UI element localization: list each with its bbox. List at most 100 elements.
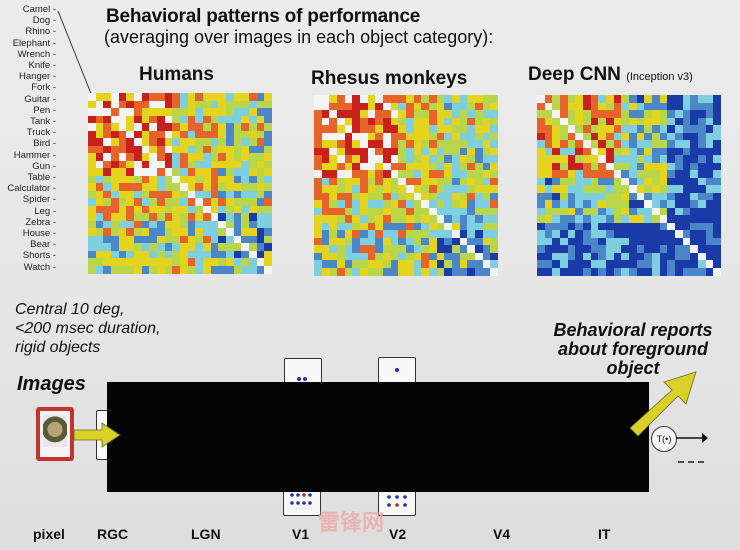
heatmap-cell: [590, 222, 599, 231]
heatmap-cell: [118, 115, 127, 124]
heatmap-cell: [180, 123, 189, 131]
heatmap-cell: [621, 267, 630, 276]
heatmap-cell: [187, 168, 196, 176]
heatmap-cell: [560, 215, 569, 223]
stage-label-v4: V4: [493, 526, 511, 542]
heatmap-cell: [429, 260, 438, 268]
heatmap-cell: [636, 185, 645, 193]
heatmap-cell: [644, 95, 653, 103]
heatmap-cell: [675, 147, 684, 156]
heatmap-cell: [583, 245, 592, 253]
heatmap-cell: [444, 117, 453, 126]
heatmap-cell: [675, 245, 684, 253]
heatmap-cell: [141, 258, 150, 266]
heatmap-cell: [88, 250, 97, 259]
heatmap-cell: [383, 267, 392, 276]
heatmap-cell: [467, 125, 476, 133]
heatmap-cell: [218, 175, 227, 184]
heatmap-cell: [314, 140, 323, 148]
heatmap-cell: [590, 110, 599, 118]
heatmap-cell: [690, 260, 699, 268]
heatmap-cell: [256, 228, 265, 236]
heatmap-cell: [360, 170, 369, 178]
heatmap-cell: [157, 258, 166, 266]
heatmap-cell: [118, 100, 127, 109]
heatmap-cell: [187, 145, 196, 154]
heatmap-cell: [652, 95, 661, 103]
heatmap-cell: [490, 260, 499, 268]
heatmap-cell: [606, 207, 615, 216]
heatmap-cell: [667, 185, 676, 193]
heatmap-cell: [218, 153, 227, 161]
heatmap-cell: [329, 185, 338, 193]
heatmap-cell: [675, 215, 684, 223]
heatmap-cell: [118, 153, 127, 161]
heatmap-cell: [544, 110, 553, 118]
heatmap-cell: [337, 110, 346, 118]
heatmap-cell: [675, 185, 684, 193]
heatmap-cell: [598, 125, 607, 133]
heatmap-cell: [406, 117, 415, 126]
heatmap-cell: [195, 228, 204, 236]
heatmap-cell: [467, 95, 476, 103]
heatmap-cell: [264, 243, 273, 251]
heatmap-cell: [575, 267, 584, 276]
heatmap-cell: [134, 138, 143, 146]
heatmap-cell: [241, 205, 250, 214]
heatmap-cell: [452, 200, 461, 208]
heatmap-cell: [475, 95, 484, 103]
heatmap-cell: [226, 175, 235, 184]
heatmap-cell: [644, 260, 653, 268]
heatmap-cell: [583, 230, 592, 238]
heatmap-cell: [682, 155, 691, 163]
heatmap-cell: [598, 170, 607, 178]
heatmap-cell: [406, 155, 415, 163]
heatmap-cell: [659, 170, 668, 178]
heatmap-cell: [256, 235, 265, 244]
heatmap-cell: [134, 235, 143, 244]
heatmap-cell: [390, 245, 399, 253]
heatmap-cell: [537, 117, 546, 126]
heatmap-cell: [652, 110, 661, 118]
heatmap-cell: [157, 198, 166, 206]
heatmap-cell: [682, 252, 691, 261]
heatmap-cell: [606, 125, 615, 133]
heatmap-cell: [713, 267, 722, 276]
heatmap-cell: [560, 245, 569, 253]
heatmap-cell: [321, 117, 330, 126]
heatmap-cell: [383, 117, 392, 126]
heatmap-cell: [398, 245, 407, 253]
heatmap-cell: [644, 102, 653, 111]
heatmap-cell: [644, 200, 653, 208]
heatmap-cell: [590, 207, 599, 216]
heatmap-cell: [264, 145, 273, 154]
heatmap-cell: [583, 110, 592, 118]
heatmap-cell: [256, 183, 265, 191]
heatmap-cell: [210, 235, 219, 244]
stimulus-image: [43, 415, 67, 447]
heatmap-cell: [667, 267, 676, 276]
heatmap-cell: [490, 192, 499, 201]
heatmap-cell: [218, 250, 227, 259]
category-label: Watch -: [23, 261, 56, 273]
heatmap-cell: [705, 147, 714, 156]
heatmap-cell: [126, 160, 135, 169]
heatmap-cell: [157, 190, 166, 199]
heatmap-cell: [690, 95, 699, 103]
heatmap-cell: [705, 245, 714, 253]
heatmap-cell: [452, 125, 461, 133]
heatmap-cell: [459, 185, 468, 193]
heatmap-cell: [429, 170, 438, 178]
heatmap-cell: [421, 162, 430, 171]
heatmap-cell: [360, 252, 369, 261]
heatmap-cell: [126, 235, 135, 244]
heatmap-cell: [406, 170, 415, 178]
heatmap-cell: [321, 230, 330, 238]
heatmap-cell: [134, 220, 143, 229]
heatmap-cell: [459, 200, 468, 208]
heatmap-cell: [195, 265, 204, 274]
heatmap-cell: [210, 190, 219, 199]
heatmap-cell: [475, 200, 484, 208]
heatmap-cell: [118, 258, 127, 266]
heatmap-cell: [375, 252, 384, 261]
